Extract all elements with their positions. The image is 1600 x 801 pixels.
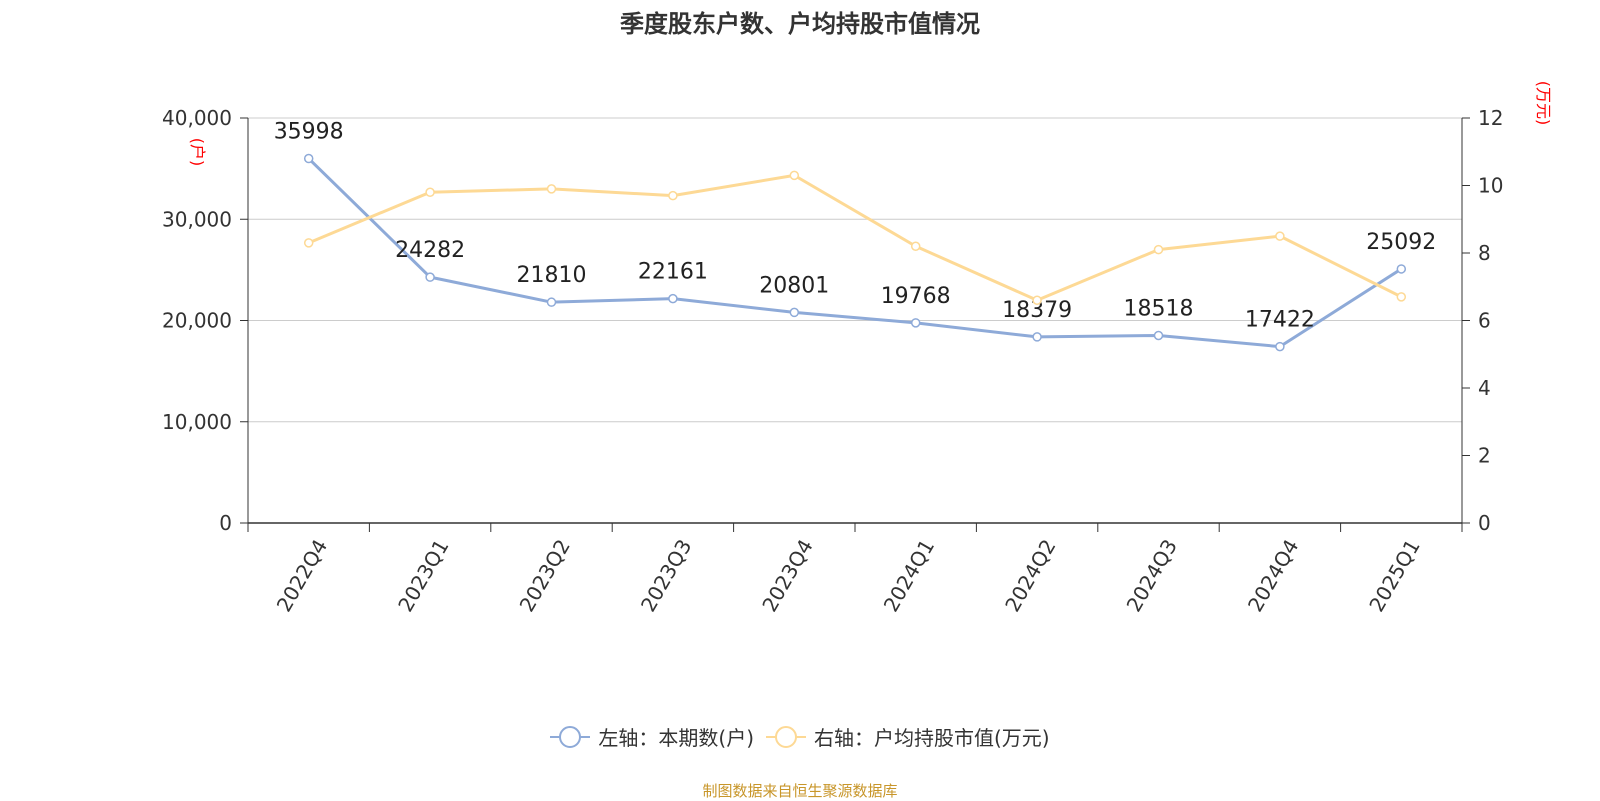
legend-line-circle-icon	[766, 725, 806, 748]
data-point-right	[910, 241, 921, 251]
y-right-tick-label: 10	[1478, 174, 1503, 198]
data-point-left	[910, 318, 921, 328]
x-tick-label: 2024Q2	[1000, 535, 1060, 616]
data-point-right	[546, 184, 557, 194]
data-point-right	[1396, 292, 1407, 302]
x-tick-label: 2024Q3	[1122, 535, 1182, 616]
y-left-tick-label: 20,000	[162, 309, 232, 333]
series-line-left	[307, 157, 1403, 349]
x-tick-label: 2023Q4	[757, 535, 817, 616]
data-point-left	[303, 153, 314, 164]
data-point-right	[668, 190, 678, 201]
data-label: 18518	[1124, 297, 1194, 322]
x-tick-label: 2023Q1	[393, 535, 453, 616]
data-label: 20801	[759, 273, 829, 298]
y-right-tick-label: 8	[1478, 241, 1491, 265]
data-point-left	[1275, 341, 1285, 352]
data-point-right	[303, 238, 314, 248]
y-right-tick-label: 4	[1478, 376, 1491, 400]
y-left-tick-label: 40,000	[162, 106, 232, 130]
x-tick-label: 2025Q1	[1364, 535, 1424, 616]
data-point-right	[1153, 244, 1164, 255]
data-point-left	[546, 297, 557, 307]
legend-label-left-series: 左轴：本期数(户)	[598, 726, 754, 750]
data-label: 17422	[1245, 308, 1315, 333]
data-label: 19768	[881, 284, 951, 309]
data-label: 22161	[638, 260, 708, 285]
data-point-left	[1396, 264, 1407, 274]
y-right-tick-label: 12	[1478, 106, 1503, 130]
legend-label-right-series: 右轴：户均持股市值(万元)	[814, 726, 1050, 750]
legend-line-circle-icon	[550, 725, 591, 748]
data-point-left	[1032, 332, 1042, 342]
data-source-note: 制图数据来自恒生聚源数据库	[702, 782, 898, 800]
y-right-tick-label: 0	[1478, 511, 1491, 535]
data-label: 35998	[274, 120, 344, 145]
data-point-left	[1153, 330, 1164, 341]
y-right-tick-label: 2	[1478, 444, 1491, 468]
data-point-right	[789, 170, 800, 181]
y-left-axis-label: (户)	[188, 138, 207, 167]
y-left-tick-label: 10,000	[162, 410, 232, 434]
y-right-axis-label: (万元)	[1534, 81, 1553, 126]
x-tick-label: 2022Q4	[272, 535, 332, 616]
data-point-left	[668, 293, 678, 304]
legend-item-right-series[interactable]: 右轴：户均持股市值(万元)	[766, 722, 1050, 751]
data-point-right	[1032, 295, 1042, 305]
x-tick-label: 2024Q4	[1243, 535, 1303, 616]
chart-title: 季度股东户数、户均持股市值情况	[620, 10, 980, 38]
data-point-left	[789, 307, 800, 318]
data-point-right	[1275, 231, 1285, 241]
data-label: 24282	[395, 238, 465, 263]
y-left-tick-label: 0	[219, 511, 232, 535]
legend: 左轴：本期数(户) 右轴：户均持股市值(万元)	[0, 722, 1600, 751]
data-point-right	[425, 187, 435, 197]
data-point-left	[425, 272, 435, 282]
x-tick-label: 2023Q3	[636, 535, 696, 616]
x-tick-label: 2023Q2	[515, 535, 575, 616]
data-label: 25092	[1366, 230, 1436, 255]
y-right-tick-label: 6	[1478, 309, 1491, 333]
legend-item-left-series[interactable]: 左轴：本期数(户)	[550, 722, 754, 751]
series-line-right	[308, 173, 1402, 302]
y-left-tick-label: 30,000	[162, 207, 232, 231]
x-tick-label: 2024Q1	[879, 535, 939, 616]
data-label: 21810	[517, 263, 587, 288]
